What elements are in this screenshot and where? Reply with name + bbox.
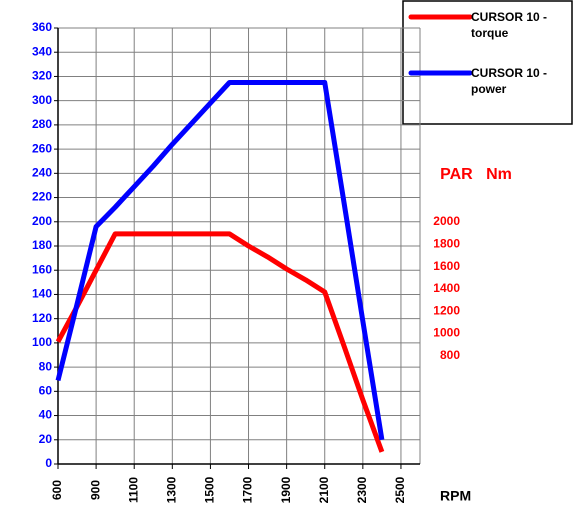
y-tick-label: 220: [32, 190, 52, 204]
x-tick-label: 1900: [279, 476, 293, 503]
legend-label: CURSOR 10 - power: [471, 66, 548, 96]
y-tick-label: 340: [32, 44, 52, 58]
y-tick-label: 120: [32, 311, 52, 325]
x-tick-label: 1500: [203, 476, 217, 503]
y-tick-label: 300: [32, 93, 52, 107]
y-tick-label: 320: [32, 69, 52, 83]
y2-tick-label: 1000: [433, 326, 460, 340]
x-tick-label: 1700: [241, 476, 255, 503]
x-tick-label: 1100: [126, 477, 140, 503]
series-line: [55, 80, 385, 441]
y-tick-label: 60: [39, 384, 53, 398]
legend-box: [402, 0, 573, 125]
y2-tick-label: 1200: [433, 303, 460, 317]
y-tick-label: 360: [32, 20, 52, 34]
y-tick-label: 140: [32, 287, 52, 301]
x-tick-label: 600: [50, 480, 64, 500]
y-tick-label: 160: [32, 262, 52, 276]
y2-tick-label: 1800: [433, 236, 460, 250]
y-tick-label: 240: [32, 166, 52, 180]
y2-tick-label: 2000: [433, 214, 460, 228]
x-tick-label: 1300: [164, 476, 178, 503]
x-tick-label: 2100: [317, 476, 331, 503]
y-tick-label: 180: [32, 238, 52, 252]
y-tick-label: 0: [45, 456, 52, 470]
y-tick-label: 80: [39, 359, 53, 373]
y-tick-label: 280: [32, 117, 52, 131]
y-tick-label: 20: [39, 432, 53, 446]
series-line: [55, 231, 385, 453]
y2-tick-label: 1600: [433, 259, 460, 273]
y2-tick-label: 800: [440, 348, 460, 362]
y-tick-label: 100: [32, 335, 52, 349]
y-tick-label: 40: [39, 408, 53, 422]
y-tick-label: 260: [32, 141, 52, 155]
x-tick-label: 2500: [393, 476, 407, 503]
legend-label: CURSOR 10 - torque: [471, 10, 548, 40]
y2-axis-label: PAR Nm: [440, 166, 512, 183]
x-tick-label: 2300: [355, 476, 369, 503]
x-tick-label: 900: [88, 480, 102, 500]
y2-tick-label: 1400: [433, 281, 460, 295]
x-axis-label: RPM: [440, 488, 471, 504]
y-tick-label: 200: [32, 214, 52, 228]
